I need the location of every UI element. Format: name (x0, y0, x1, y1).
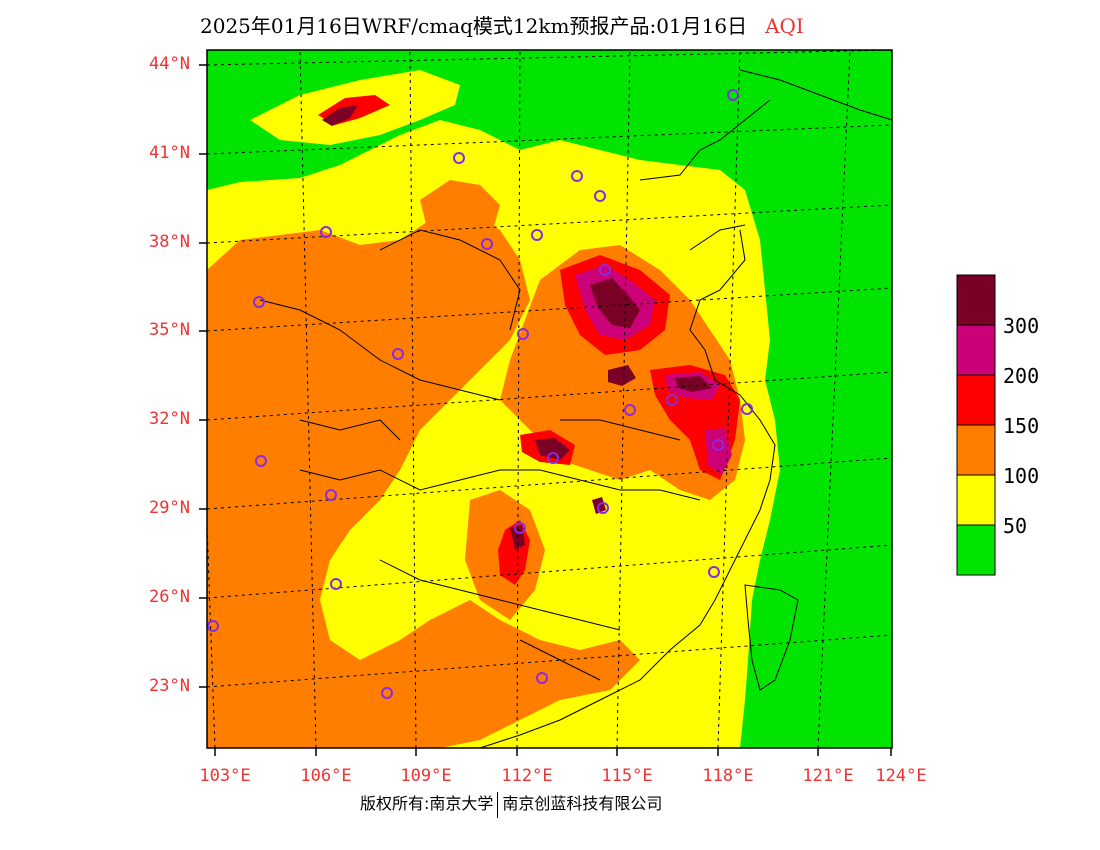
copyright-footer: 版权所有:南京大学 南京创蓝科技有限公司 (360, 790, 662, 818)
aqi-zone-hazardous-hubei (535, 438, 570, 460)
lat-label-38: 38°N (149, 232, 190, 252)
aqi-zone-very-unhealthy-zhejiang (705, 428, 732, 475)
lon-label-115: 115°E (601, 766, 653, 786)
legend-swatch-150-200 (957, 375, 995, 425)
aqi-zone-hazardous-north (322, 105, 358, 126)
lon-label-112: 112°E (501, 766, 553, 786)
lat-label-32: 32°N (149, 409, 190, 429)
axis-ticks (199, 64, 892, 756)
aqi-zone-hazardous-jiangsu (675, 376, 712, 392)
lon-label-124: 124°E (875, 766, 927, 786)
aqi-zone-hazardous-henan (590, 278, 640, 328)
legend-colorbar (956, 274, 996, 576)
lon-label-121: 121°E (802, 766, 854, 786)
lat-label-35: 35°N (149, 320, 190, 340)
legend-swatch-50-100 (957, 475, 995, 525)
graticule (207, 50, 892, 748)
aqi-zone-sensitive-west (207, 210, 640, 748)
lat-label-29: 29°N (149, 498, 190, 518)
title-text: 2025年01月16日WRF/cmaq模式12km预报产品:01月16日 (200, 14, 748, 38)
legend-label-100: 100 (1003, 464, 1040, 488)
lat-label-41: 41°N (149, 143, 190, 163)
map-title: 2025年01月16日WRF/cmaq模式12km预报产品:01月16日 AQI (200, 10, 804, 39)
aqi-zone-hazardous-anhui (608, 365, 636, 386)
lat-label-44: 44°N (149, 54, 190, 74)
variable-label: AQI (765, 14, 804, 38)
boundaries (259, 69, 892, 748)
legend-label-150: 150 (1003, 414, 1040, 438)
lon-label-109: 109°E (400, 766, 452, 786)
copyright-text: 版权所有:南京大学 (360, 794, 494, 813)
lon-label-103: 103°E (199, 766, 251, 786)
aqi-zone-sensitive-hebei (420, 180, 500, 250)
map-field (207, 50, 892, 748)
lon-label-106: 106°E (300, 766, 352, 786)
map-frame (206, 49, 893, 749)
footer-separator (497, 791, 499, 818)
city-markers (207, 89, 753, 699)
lat-label-26: 26°N (149, 587, 190, 607)
legend-swatch-100-150 (957, 425, 995, 475)
legend-swatch-200-300 (957, 325, 995, 375)
lon-label-118: 118°E (702, 766, 754, 786)
legend-swatch-over300 (957, 275, 995, 325)
company-text: 南京创蓝科技有限公司 (502, 794, 663, 813)
lat-label-23: 23°N (149, 676, 190, 696)
legend-label-50: 50 (1003, 514, 1028, 538)
legend-label-300: 300 (1003, 314, 1040, 338)
legend-swatch-0-50 (957, 525, 995, 575)
legend-label-200: 200 (1003, 364, 1040, 388)
